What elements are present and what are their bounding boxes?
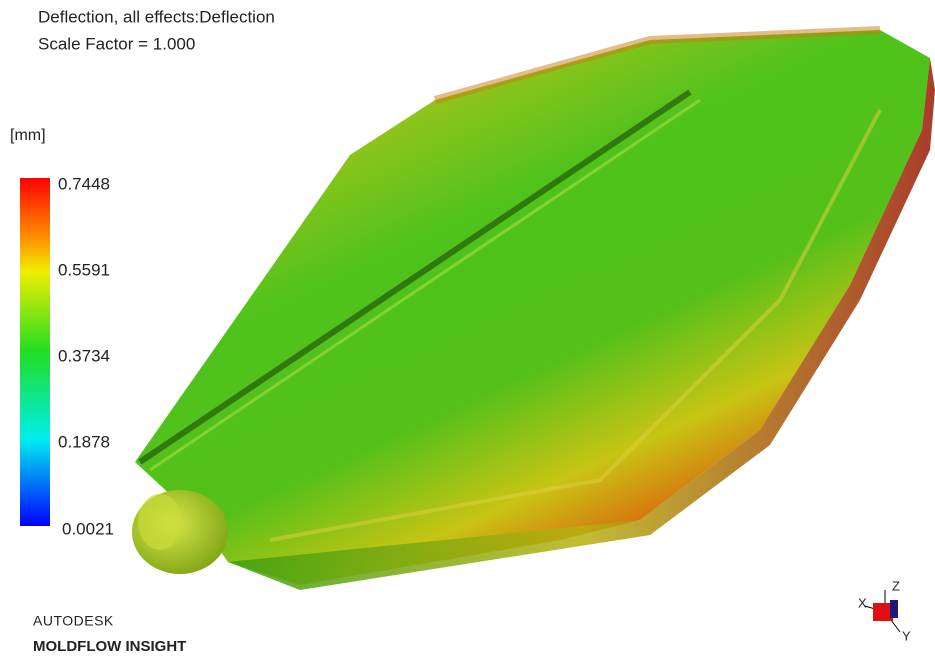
- axis-y: Y: [902, 628, 911, 643]
- axis-z: Z: [892, 578, 900, 593]
- legend-label: 0.0021: [62, 519, 114, 538]
- brand-company: AUTODESK: [33, 613, 114, 629]
- axis-x: X: [858, 595, 867, 610]
- legend-label: 0.7448: [58, 174, 110, 193]
- part-model: [132, 30, 935, 590]
- color-bar: [20, 178, 50, 526]
- viewport: Deflection, all effects:Deflection Scale…: [0, 0, 935, 658]
- brand-product: MOLDFLOW INSIGHT: [33, 638, 186, 655]
- legend-label: 0.1878: [58, 432, 110, 451]
- legend-label: 0.3734: [58, 346, 110, 365]
- legend-label: 0.5591: [58, 260, 110, 279]
- orientation-triad: Z X Y: [858, 578, 911, 643]
- result-title: Deflection, all effects:Deflection: [38, 7, 275, 26]
- legend-unit: [mm]: [10, 127, 46, 144]
- scale-factor: Scale Factor = 1.000: [38, 34, 195, 53]
